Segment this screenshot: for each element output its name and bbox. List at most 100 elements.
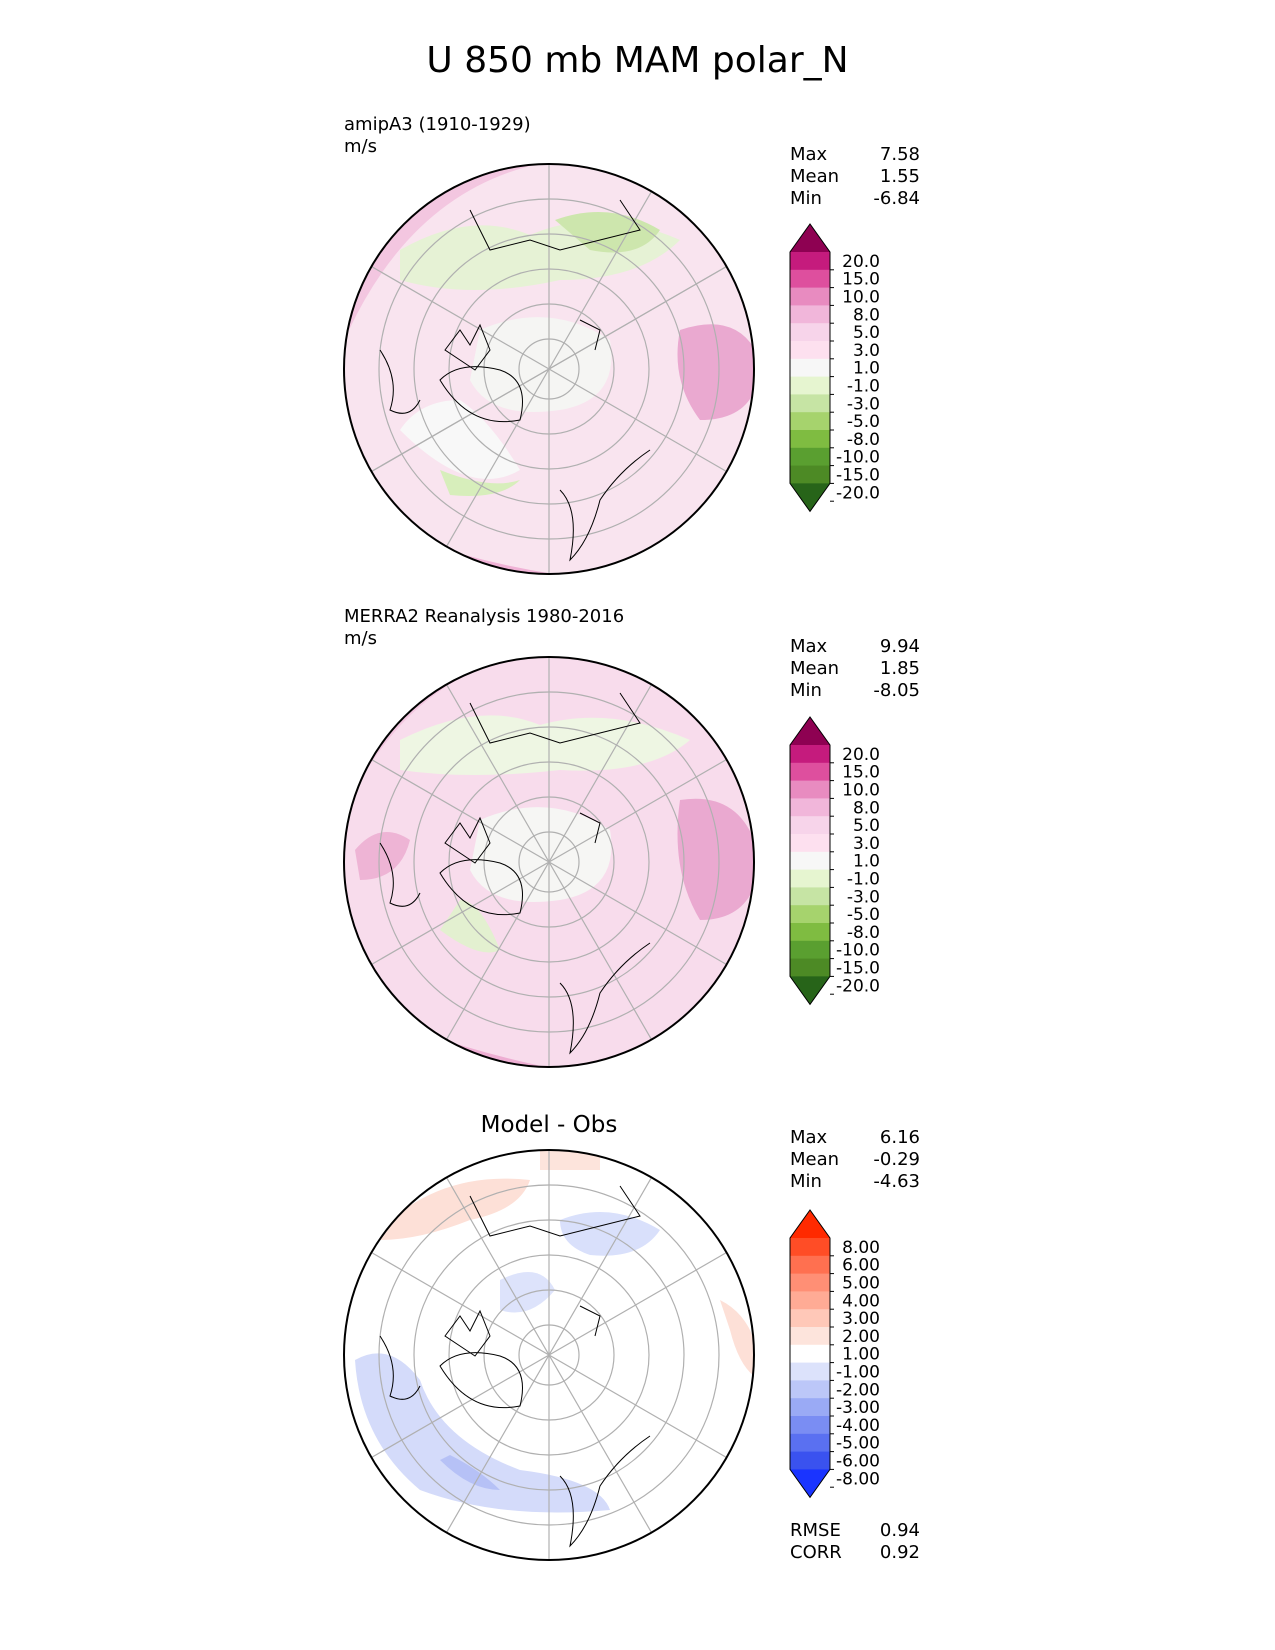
colorbar-segment — [790, 412, 830, 431]
colorbar-tick-label: -2.00 — [836, 1380, 880, 1400]
panel-1-units: m/s — [344, 136, 377, 157]
colorbar-segment — [790, 252, 830, 271]
colorbar-top-cap — [790, 224, 830, 252]
panel-1-mean: 1.55 — [879, 166, 920, 187]
colorbar-tick-label: -3.0 — [847, 887, 880, 907]
panel-2-label: MERRA2 Reanalysis 1980-2016 m/s — [344, 606, 624, 650]
stat-label: Mean — [790, 658, 840, 679]
colorbar-segment — [790, 1273, 830, 1292]
corr-value: 0.92 — [879, 1542, 920, 1563]
colorbar-bottom-cap — [790, 1469, 830, 1498]
stat-label: Max — [790, 636, 828, 657]
colorbar-segment — [790, 465, 830, 484]
colorbar-tick-label: -10.0 — [836, 941, 880, 961]
colorbar-segment — [790, 341, 830, 360]
metric-label: CORR — [790, 1542, 842, 1563]
stat-label: Min — [790, 188, 822, 209]
stat-label: Max — [790, 1127, 828, 1148]
colorbar-tick-label: -5.0 — [847, 905, 880, 925]
colorbar-segment — [790, 869, 830, 888]
colorbar-segment — [790, 1451, 830, 1470]
colorbar-segment — [790, 1362, 830, 1381]
colorbar-tick-label: 8.0 — [853, 305, 880, 325]
colorbar-segment — [790, 958, 830, 977]
colorbar-tick-label: -4.00 — [836, 1416, 880, 1436]
map-3-grid — [371, 1150, 727, 1560]
colorbar-segment — [790, 269, 830, 289]
colorbar-segment — [790, 1255, 830, 1275]
map-1-shade — [344, 164, 754, 330]
colorbar-segment — [790, 430, 830, 449]
map-1-shade — [400, 400, 520, 479]
colorbar-segment — [790, 923, 830, 942]
colorbar-tick-label: 2.00 — [842, 1327, 880, 1347]
map-2-grid — [371, 657, 727, 1067]
map-3-shade — [500, 1272, 555, 1313]
map-1-grid — [371, 164, 727, 574]
map-panel-3 — [343, 1149, 755, 1561]
colorbar-tick-label: -20.0 — [836, 483, 880, 503]
colorbar-tick-label: -3.0 — [847, 394, 880, 414]
map-3-shade — [720, 1300, 754, 1380]
colorbar-segment — [790, 1344, 830, 1364]
colorbar-3: 8.006.005.004.003.002.001.00-1.00-2.00-3… — [789, 1209, 880, 1499]
colorbar-tick-label: 3.0 — [853, 341, 880, 361]
colorbar-segment — [790, 376, 830, 395]
map-3-shade — [355, 1353, 610, 1513]
map-3-boundary — [343, 1149, 755, 1561]
colorbar-segment — [790, 287, 830, 306]
colorbar-segment — [790, 745, 830, 764]
colorbar-segment — [790, 1291, 830, 1310]
colorbar-tick-label: -3.00 — [836, 1398, 880, 1418]
panel-2-units: m/s — [344, 628, 377, 649]
colorbar-segment — [790, 798, 830, 817]
colorbar-segment — [790, 905, 830, 924]
stat-label: Mean — [790, 166, 840, 187]
colorbar-tick-label: -6.00 — [836, 1452, 880, 1472]
colorbar-segment — [790, 447, 830, 467]
panel-1-stats: Max 7.58 Mean 1.55 Min -6.84 — [790, 144, 920, 210]
colorbar-tick-label: -8.0 — [847, 430, 880, 450]
panel-2-case: MERRA2 Reanalysis 1980-2016 — [344, 606, 625, 627]
panel-3-metrics: RMSE 0.94 CORR 0.92 — [790, 1520, 920, 1564]
colorbar-segment — [790, 1309, 830, 1328]
colorbar-segment — [790, 1327, 830, 1346]
map-3-shade — [380, 1178, 530, 1240]
colorbar-tick-label: -8.0 — [847, 923, 880, 943]
colorbar-segment — [790, 394, 830, 413]
map-1-coastlines — [379, 199, 651, 562]
panel-2-stats: Max 9.94 Mean 1.85 Min -8.05 — [790, 636, 920, 702]
colorbar-segment — [790, 834, 830, 853]
colorbar-segment — [790, 816, 830, 835]
colorbar-tick-label: -1.0 — [847, 377, 880, 397]
map-1-boundary — [343, 163, 755, 575]
metric-label: RMSE — [790, 1520, 841, 1541]
colorbar-tick-label: 10.0 — [842, 781, 880, 801]
stat-label: Min — [790, 1171, 822, 1192]
colorbar-segment — [790, 1398, 830, 1417]
map-2-boundary — [343, 656, 755, 1068]
stat-label: Max — [790, 144, 828, 165]
colorbar-tick-label: 20.0 — [842, 252, 880, 272]
panel-3-mean: -0.29 — [873, 1149, 920, 1170]
colorbar-tick-label: 10.0 — [842, 288, 880, 308]
panel-1-max: 7.58 — [879, 144, 920, 165]
colorbar-segment — [790, 940, 830, 960]
colorbar-tick-label: 8.00 — [842, 1238, 880, 1258]
colorbar-tick-label: -1.00 — [836, 1363, 880, 1383]
colorbar-tick-label: -15.0 — [836, 959, 880, 979]
colorbar-tick-label: -15.0 — [836, 466, 880, 486]
colorbar-2: 20.015.010.08.05.03.01.0-1.0-3.0-5.0-8.0… — [789, 716, 880, 1006]
colorbar-segment — [790, 323, 830, 342]
colorbar-tick-label: 5.0 — [853, 816, 880, 836]
colorbar-segment — [790, 1380, 830, 1399]
stat-label: Min — [790, 680, 822, 701]
colorbar-top-cap — [790, 717, 830, 745]
stat-label: Mean — [790, 1149, 840, 1170]
colorbar-tick-label: 5.00 — [842, 1274, 880, 1294]
colorbar-tick-label: 3.00 — [842, 1309, 880, 1329]
colorbar-segment — [790, 358, 830, 378]
colorbar-segment — [790, 780, 830, 799]
colorbar-bottom-cap — [790, 483, 830, 512]
